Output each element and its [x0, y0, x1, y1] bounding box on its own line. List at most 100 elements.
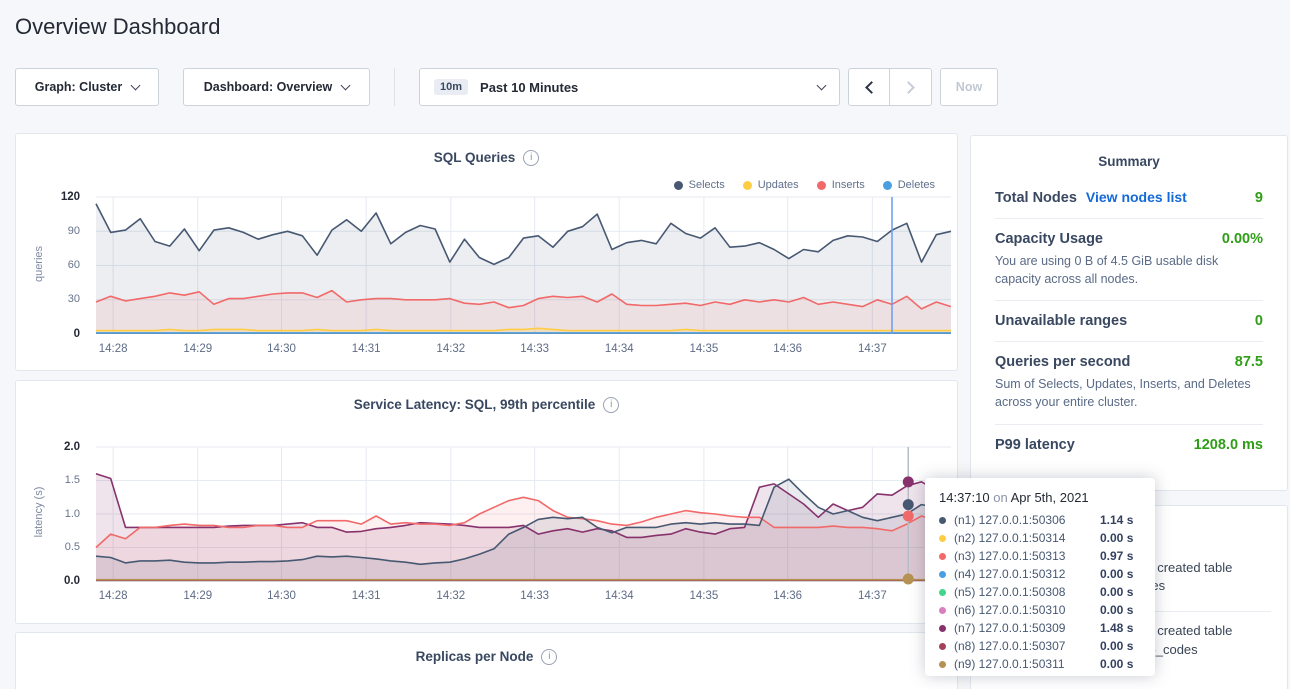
node-color-dot [939, 535, 946, 542]
chart-canvas [96, 197, 951, 334]
node-color-dot [939, 553, 946, 560]
tooltip-row: (n9) 127.0.0.1:503110.00 s [939, 655, 1141, 673]
chart-plot-sql[interactable]: 030609012014:2814:2914:3014:3114:3214:33… [16, 197, 957, 367]
tooltip-node-value: 0.00 s [1100, 657, 1133, 671]
x-axis-tick: 14:36 [753, 590, 823, 602]
x-axis-tick: 14:28 [78, 343, 148, 355]
chevron-down-icon [817, 81, 827, 91]
chart-hover-tooltip: 14:37:10 on Apr 5th, 2021 (n1) 127.0.0.1… [925, 478, 1155, 676]
x-axis-tick: 14:28 [78, 590, 148, 602]
tooltip-node-value: 0.00 s [1100, 585, 1133, 599]
chevron-down-icon [341, 81, 351, 91]
graph-dropdown[interactable]: Graph: Cluster [15, 68, 159, 106]
tooltip-date: Apr 5th, 2021 [1011, 490, 1089, 505]
legend-item: Inserts [817, 179, 865, 191]
chart-title: Replicas per Node [416, 649, 534, 664]
next-interval-button[interactable] [890, 68, 932, 106]
graph-dropdown-label: Graph: Cluster [35, 80, 123, 94]
tooltip-row: (n7) 127.0.0.1:503091.48 s [939, 619, 1141, 637]
chevron-left-icon [865, 81, 878, 94]
tooltip-rows: (n1) 127.0.0.1:503061.14 s(n2) 127.0.0.1… [939, 511, 1141, 673]
y-axis-tick: 0.0 [16, 575, 80, 587]
node-color-dot [939, 661, 946, 668]
x-axis-tick: 14:31 [331, 590, 401, 602]
queries-per-second-label: Queries per second [995, 354, 1130, 370]
legend-color-dot [743, 181, 752, 190]
prev-interval-button[interactable] [848, 68, 890, 106]
node-color-dot [939, 589, 946, 596]
chart-title: SQL Queries [434, 150, 516, 165]
info-icon[interactable]: i [523, 150, 539, 166]
info-icon[interactable]: i [541, 649, 557, 665]
x-axis-tick: 14:29 [163, 343, 233, 355]
summary-panel: Summary Total Nodes View nodes list 9 Ca… [970, 135, 1288, 491]
x-axis-tick: 14:37 [837, 343, 907, 355]
tooltip-node-label: (n4) 127.0.0.1:50312 [954, 567, 1100, 581]
view-nodes-list-link[interactable]: View nodes list [1086, 189, 1187, 205]
x-axis-tick: 14:35 [669, 590, 739, 602]
node-color-dot [939, 643, 946, 650]
tooltip-node-value: 0.00 s [1100, 639, 1133, 653]
x-axis-tick: 14:32 [416, 590, 486, 602]
tooltip-node-value: 0.00 s [1100, 531, 1133, 545]
tooltip-node-value: 0.97 s [1100, 549, 1133, 563]
legend-color-dot [674, 181, 683, 190]
dashboard-dropdown[interactable]: Dashboard: Overview [183, 68, 370, 106]
capacity-usage-description: You are using 0 B of 4.5 GiB usable disk… [995, 252, 1263, 288]
x-axis-tick: 14:30 [247, 590, 317, 602]
x-axis-tick: 14:33 [500, 343, 570, 355]
overview-dashboard-page: Overview Dashboard Graph: Cluster Dashbo… [0, 0, 1290, 689]
y-axis-title: queries [33, 219, 45, 309]
x-axis-tick: 14:29 [163, 590, 233, 602]
dashboard-controls: Graph: Cluster Dashboard: Overview 10m P… [0, 68, 1290, 106]
info-icon[interactable]: i [603, 397, 619, 413]
chevron-down-icon [131, 81, 141, 91]
x-axis-tick: 14:35 [669, 343, 739, 355]
time-range-label: Past 10 Minutes [480, 80, 578, 95]
legend-color-dot [883, 181, 892, 190]
tooltip-on: on [993, 490, 1007, 505]
summary-row-p99-latency: P99 latency 1208.0 ms [995, 425, 1263, 465]
tooltip-node-value: 1.14 s [1100, 513, 1133, 527]
time-range-badge: 10m [434, 79, 468, 95]
chart-plot-latency[interactable]: 0.00.51.01.52.014:2814:2914:3014:3114:32… [16, 447, 957, 617]
capacity-usage-label: Capacity Usage [995, 231, 1103, 247]
summary-row-queries-per-second: Queries per second 87.5 Sum of Selects, … [995, 342, 1263, 423]
y-axis-tick: 1.0 [16, 508, 80, 520]
summary-row-total-nodes: Total Nodes View nodes list 9 [995, 177, 1263, 218]
tooltip-row: (n6) 127.0.0.1:503100.00 s [939, 601, 1141, 619]
legend-label: Updates [758, 179, 799, 191]
chart-legend: SelectsUpdatesInsertsDeletes [674, 179, 935, 191]
chart-title: Service Latency: SQL, 99th percentile [354, 397, 596, 412]
node-color-dot [939, 517, 946, 524]
tooltip-node-value: 0.00 s [1100, 567, 1133, 581]
tooltip-timestamp: 14:37:10 on Apr 5th, 2021 [939, 490, 1141, 505]
summary-row-capacity-usage: Capacity Usage 0.00% You are using 0 B o… [995, 219, 1263, 300]
x-axis-tick: 14:36 [753, 343, 823, 355]
p99-latency-value: 1208.0 ms [1194, 437, 1263, 453]
y-axis-title: latency (s) [33, 467, 45, 557]
y-axis-tick: 2.0 [16, 441, 80, 453]
p99-latency-label: P99 latency [995, 437, 1075, 453]
tooltip-node-label: (n1) 127.0.0.1:50306 [954, 513, 1100, 527]
tooltip-node-label: (n9) 127.0.0.1:50311 [954, 657, 1100, 671]
legend-item: Deletes [883, 179, 935, 191]
capacity-usage-value: 0.00% [1222, 231, 1263, 247]
chart-canvas [96, 447, 951, 581]
tooltip-node-label: (n6) 127.0.0.1:50310 [954, 603, 1100, 617]
tooltip-node-label: (n7) 127.0.0.1:50309 [954, 621, 1100, 635]
x-axis-tick: 14:37 [837, 590, 907, 602]
y-axis-tick: 1.5 [16, 474, 80, 486]
chart-card-sql-queries: SQL Queries i SelectsUpdatesInsertsDelet… [15, 133, 958, 371]
node-color-dot [939, 607, 946, 614]
now-button[interactable]: Now [940, 68, 998, 106]
y-axis-tick: 30 [16, 293, 80, 305]
y-axis-tick: 120 [16, 191, 80, 203]
time-range-picker[interactable]: 10m Past 10 Minutes [419, 68, 840, 106]
tooltip-row: (n4) 127.0.0.1:503120.00 s [939, 565, 1141, 583]
x-axis-tick: 14:31 [331, 343, 401, 355]
total-nodes-label: Total Nodes [995, 190, 1077, 206]
tooltip-row: (n3) 127.0.0.1:503130.97 s [939, 547, 1141, 565]
x-axis-tick: 14:33 [500, 590, 570, 602]
legend-label: Deletes [898, 179, 935, 191]
